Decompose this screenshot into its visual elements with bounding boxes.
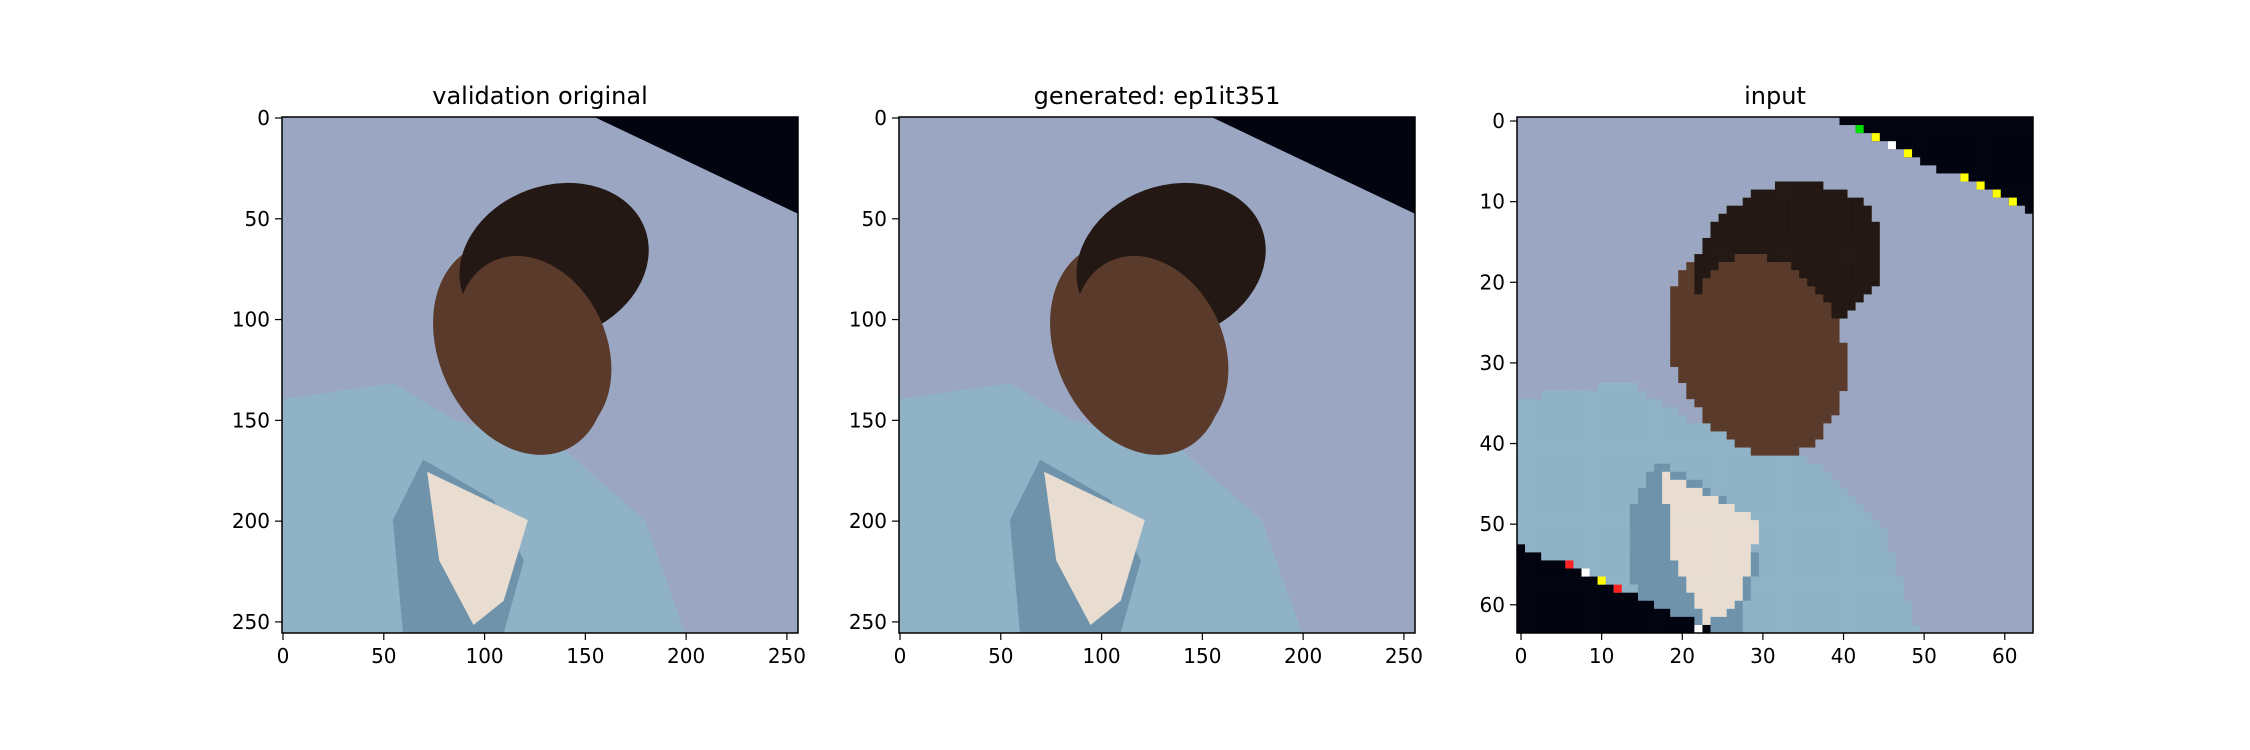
panel-generated: generated: ep1it351 0 50 100 150 200 250 0 50 1… (849, 82, 1423, 668)
x-tick-label: 200 (667, 644, 705, 668)
y-tick-label: 100 (232, 308, 270, 332)
y-tick-label: 150 (849, 408, 887, 432)
x-tick-label: 100 (465, 644, 503, 668)
x-tick-label: 50 (1911, 644, 1936, 668)
x-tick-label: 60 (1992, 644, 2017, 668)
axes-frame (898, 116, 1416, 634)
photo-generated (899, 117, 1415, 633)
x-tick-label: 100 (1082, 644, 1120, 668)
photo-validation-original (282, 117, 798, 633)
y-tick-label: 200 (232, 509, 270, 533)
y-tick-label: 50 (1480, 512, 1505, 536)
x-tick-label: 0 (1515, 644, 1528, 668)
x-tick-label: 0 (277, 644, 290, 668)
y-tick-label: 40 (1480, 432, 1505, 456)
x-tick-label: 250 (768, 644, 806, 668)
y-tick-label: 20 (1480, 270, 1505, 294)
y-tick-label: 250 (849, 610, 887, 634)
panel-validation-original: validation original 0 50 100 150 200 250 0 50 1… (232, 82, 806, 668)
y-tick-label: 10 (1480, 190, 1505, 214)
x-tick-label: 200 (1284, 644, 1322, 668)
x-tick-label: 50 (371, 644, 396, 668)
x-tick-label: 50 (988, 644, 1013, 668)
x-tick-label: 0 (894, 644, 907, 668)
x-tick-label: 150 (1183, 644, 1221, 668)
panel-title: generated: ep1it351 (1034, 82, 1281, 110)
y-tick-label: 0 (257, 106, 270, 130)
y-tick-label: 150 (232, 408, 270, 432)
y-tick-label: 30 (1480, 351, 1505, 375)
panel-input: input 0 10 20 30 40 50 60 0 10 20 30 40 50 60 (1480, 82, 2034, 668)
panel-title: validation original (432, 82, 648, 110)
photo-input-pixelated (1517, 117, 2033, 633)
y-tick-label: 100 (849, 308, 887, 332)
x-tick-label: 150 (566, 644, 604, 668)
y-tick-label: 60 (1480, 593, 1505, 617)
x-tick-label: 10 (1589, 644, 1614, 668)
x-tick-label: 30 (1750, 644, 1775, 668)
y-tick-label: 50 (862, 207, 887, 231)
y-tick-label: 0 (874, 106, 887, 130)
panel-title: input (1744, 82, 1806, 110)
y-tick-label: 200 (849, 509, 887, 533)
x-tick-label: 20 (1670, 644, 1695, 668)
y-tick-label: 250 (232, 610, 270, 634)
y-tick-label: 50 (245, 207, 270, 231)
x-tick-label: 40 (1831, 644, 1856, 668)
axes-frame (281, 116, 799, 634)
axes-frame (1516, 116, 2034, 634)
y-tick-label: 0 (1492, 109, 1505, 133)
x-tick-label: 250 (1385, 644, 1423, 668)
